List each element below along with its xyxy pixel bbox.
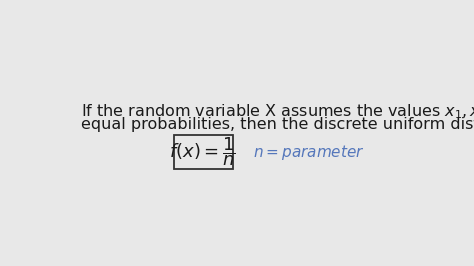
Text: equal probabilities, then the discrete uniform distribution is: equal probabilities, then the discrete u…: [81, 117, 474, 132]
Bar: [174, 135, 233, 169]
Text: $f(x)=\dfrac{1}{n}$: $f(x)=\dfrac{1}{n}$: [169, 136, 236, 168]
Text: If the random variable X assumes the values $x_1,x_2,\ldots,x_n$ with: If the random variable X assumes the val…: [81, 102, 474, 121]
Text: $n = \mathit{parameter}$: $n = \mathit{parameter}$: [253, 143, 365, 161]
